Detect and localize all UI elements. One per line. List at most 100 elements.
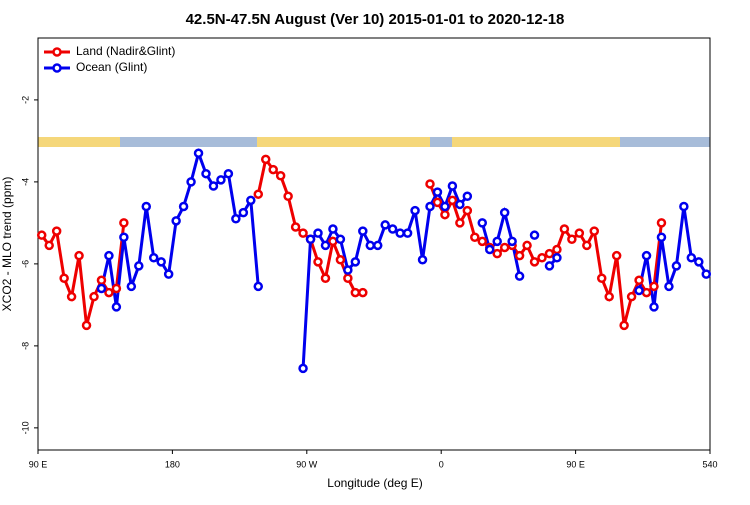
data-point: [59, 273, 69, 283]
data-point: [701, 269, 712, 279]
data-point: [440, 201, 450, 212]
data-point: [66, 291, 77, 302]
data-point: [544, 248, 555, 259]
data-point: [268, 164, 278, 175]
data-point: [350, 257, 361, 267]
data-point: [283, 191, 293, 201]
data-point: [462, 205, 473, 216]
data-point: [499, 242, 510, 253]
data-point: [208, 181, 219, 191]
data-point: [634, 275, 644, 286]
data-point: [148, 252, 159, 263]
data-point: [163, 269, 174, 279]
data-point: [44, 240, 54, 251]
data-point: [477, 236, 488, 247]
data-point: [410, 205, 420, 216]
data-point: [328, 236, 338, 247]
data-point: [111, 302, 122, 312]
data-point: [694, 257, 704, 267]
data-point: [664, 281, 674, 292]
chart-title: 42.5N-47.5N August (Ver 10) 2015-01-01 t…: [186, 11, 565, 28]
data-point: [455, 199, 465, 210]
data-point: [656, 232, 667, 242]
x-tick-label: 90 E: [566, 459, 585, 469]
data-point: [96, 275, 107, 286]
data-point: [119, 232, 129, 242]
data-point: [126, 281, 137, 292]
x-axis-label: Longitude (deg E): [327, 476, 422, 490]
data-point: [455, 218, 465, 228]
data-point: [686, 252, 697, 263]
data-point: [387, 224, 398, 234]
y-tick-label: -6: [20, 260, 30, 268]
data-point: [574, 228, 585, 238]
data-point: [417, 255, 428, 265]
y-tick-label: -8: [20, 342, 30, 350]
data-point: [552, 244, 562, 255]
data-point: [477, 218, 488, 228]
data-point: [470, 232, 480, 242]
data-point: [253, 189, 264, 199]
data-point: [596, 273, 607, 283]
data-point: [544, 261, 555, 271]
data-point: [290, 222, 301, 232]
data-point: [193, 148, 204, 158]
data-point: [529, 257, 540, 267]
mask-land: [452, 137, 620, 147]
data-point: [372, 240, 383, 251]
x-tick-label: 90 W: [296, 459, 318, 469]
data-point: [238, 207, 249, 218]
data-point: [514, 271, 525, 281]
data-point: [447, 181, 458, 191]
data-point: [522, 240, 532, 251]
data-point: [432, 197, 443, 208]
data-point: [582, 240, 592, 251]
data-point: [231, 214, 241, 224]
data-point: [275, 170, 286, 181]
data-point: [619, 320, 629, 331]
data-point: [395, 228, 405, 238]
y-tick-label: -10: [20, 421, 30, 434]
data-point: [634, 285, 644, 296]
data-point: [89, 291, 99, 302]
y-axis-label: XCO2 - MLO trend (ppm): [0, 177, 14, 312]
data-point: [328, 224, 338, 234]
data-point: [104, 287, 114, 298]
mask-ocean: [120, 137, 257, 147]
data-point: [96, 283, 107, 294]
data-point: [156, 257, 166, 267]
y-tick-label: -4: [20, 178, 30, 186]
data-point: [641, 287, 652, 298]
data-point: [74, 250, 84, 261]
data-point: [313, 228, 323, 238]
data-point: [484, 244, 495, 255]
data-point: [36, 230, 47, 240]
data-point: [529, 230, 540, 240]
data-point: [649, 302, 659, 312]
data-point: [111, 283, 122, 294]
data-point: [298, 228, 308, 238]
x-tick-label: 540: [702, 459, 717, 469]
data-point: [119, 218, 129, 228]
data-point: [253, 281, 264, 292]
data-point: [604, 291, 614, 302]
data-point: [223, 168, 234, 179]
data-point: [671, 261, 682, 271]
mask-land: [38, 137, 120, 147]
y-tick-label: -2: [20, 96, 30, 104]
data-point: [246, 195, 256, 206]
mask-ocean: [430, 137, 452, 147]
legend-marker: [52, 63, 62, 73]
data-point: [320, 240, 331, 251]
data-point: [178, 201, 189, 212]
land-sea-mask: [38, 137, 710, 147]
data-point: [626, 291, 637, 302]
data-point: [537, 252, 547, 263]
data-point: [350, 287, 361, 298]
data-point: [611, 250, 622, 261]
data-point: [320, 273, 331, 283]
data-point: [425, 201, 435, 212]
data-point: [201, 168, 211, 179]
